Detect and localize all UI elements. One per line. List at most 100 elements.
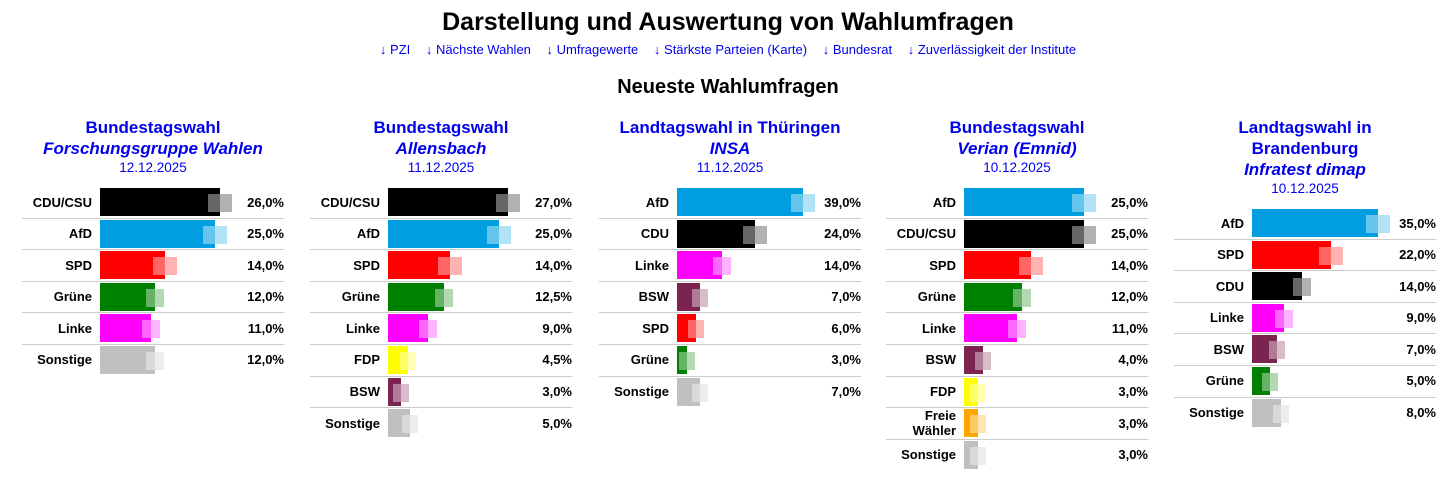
party-value: 9,0% xyxy=(1406,310,1436,326)
nav-link-naechste-wahlen[interactable]: ↓ Nächste Wahlen xyxy=(425,42,531,57)
party-row: SPD 14,0% xyxy=(310,250,572,282)
error-margin-inner xyxy=(438,257,451,276)
party-row: Sonstige 3,0% xyxy=(886,440,1148,472)
party-label: Grüne xyxy=(1205,373,1244,389)
party-bar xyxy=(388,251,451,280)
poll-results-table: CDU/CSU 26,0% AfD 25,0% SPD 14,0% Grüne 12,… xyxy=(22,187,284,377)
error-margin-outer xyxy=(428,320,437,339)
poll-election[interactable]: Landtagswahl in Brandenburg xyxy=(1238,118,1372,158)
party-label: Sonstige xyxy=(901,447,956,463)
error-margin-outer xyxy=(450,257,463,276)
party-label: CDU/CSU xyxy=(896,226,956,242)
party-value: 8,0% xyxy=(1406,405,1436,421)
party-bar xyxy=(1252,209,1378,237)
party-label: Linke xyxy=(346,320,380,336)
party-value: 25,0% xyxy=(535,226,572,242)
party-row: CDU/CSU 26,0% xyxy=(22,187,284,219)
party-bar xyxy=(1252,303,1285,332)
nav-link-zuverlaessigkeit[interactable]: ↓ Zuverlässigkeit der Institute xyxy=(907,42,1077,57)
party-row: AfD 25,0% xyxy=(886,187,1148,219)
party-label: SPD xyxy=(642,320,669,336)
error-margin-inner xyxy=(419,320,428,339)
party-row: Grüne 12,0% xyxy=(886,282,1148,314)
nav-link-pzi[interactable]: ↓ PZI xyxy=(379,42,411,57)
poll-election[interactable]: Bundestagswahl xyxy=(373,118,509,137)
error-margin-inner xyxy=(400,351,408,370)
party-label: SPD xyxy=(1217,247,1244,263)
party-bar xyxy=(1252,366,1270,395)
party-row: Freie Wähler 3,0% xyxy=(886,408,1148,440)
party-value: 27,0% xyxy=(535,194,572,210)
error-margin-outer xyxy=(164,257,177,276)
party-label: AfD xyxy=(645,194,669,210)
party-label: Freie Wähler xyxy=(912,408,956,439)
error-margin-inner xyxy=(1275,309,1285,328)
party-row: BSW 7,0% xyxy=(599,282,861,314)
party-label: CDU/CSU xyxy=(320,194,380,210)
party-label: BSW xyxy=(1213,341,1244,357)
error-margin-outer xyxy=(410,415,419,434)
party-label: Grüne xyxy=(630,352,669,368)
party-bar xyxy=(964,345,984,374)
poll-election[interactable]: Bundestagswahl xyxy=(949,118,1085,137)
party-bar xyxy=(388,282,444,311)
error-margin-inner xyxy=(1319,246,1332,265)
party-bar xyxy=(677,251,723,280)
error-margin-outer xyxy=(1021,288,1031,307)
poll-title[interactable]: Bundestagswahl Allensbach xyxy=(310,117,572,159)
party-row: BSW 3,0% xyxy=(310,377,572,409)
poll-institute[interactable]: Forschungsgruppe Wahlen xyxy=(43,139,263,158)
party-value: 4,0% xyxy=(1118,352,1148,368)
error-margin-inner xyxy=(1012,288,1022,307)
poll-election[interactable]: Landtagswahl in Thüringen xyxy=(619,118,841,137)
error-margin-outer xyxy=(401,383,410,402)
party-value: 3,0% xyxy=(1118,384,1148,400)
party-row: FDP 4,5% xyxy=(310,345,572,377)
party-value: 12,0% xyxy=(247,289,284,305)
party-bar xyxy=(100,282,156,311)
party-value: 11,0% xyxy=(1111,320,1148,336)
party-row: Linke 11,0% xyxy=(886,313,1148,345)
error-margin-inner xyxy=(1269,341,1278,360)
party-row: Grüne 12,5% xyxy=(310,282,572,314)
party-label: Linke xyxy=(1210,310,1244,326)
error-margin-outer xyxy=(150,320,160,339)
error-margin-outer xyxy=(1280,404,1289,423)
nav-link-bundesrat[interactable]: ↓ Bundesrat xyxy=(822,42,893,57)
poll-title[interactable]: Bundestagswahl Forschungsgruppe Wahlen xyxy=(22,117,284,159)
party-value: 14,0% xyxy=(247,257,284,273)
poll-title[interactable]: Landtagswahl in Thüringen INSA xyxy=(599,117,861,159)
party-bar xyxy=(1252,272,1303,301)
party-bar xyxy=(677,188,803,216)
party-label: Linke xyxy=(58,320,92,336)
error-margin-inner xyxy=(203,225,216,244)
nav-link-staerkste-parteien[interactable]: ↓ Stärkste Parteien (Karte) xyxy=(653,42,808,57)
nav-link-umfragewerte[interactable]: ↓ Umfragewerte xyxy=(546,42,639,57)
error-margin-inner xyxy=(393,383,402,402)
error-margin-inner xyxy=(434,288,444,307)
poll-institute[interactable]: Allensbach xyxy=(395,139,487,158)
party-bar xyxy=(677,282,700,311)
poll-title[interactable]: Landtagswahl in Brandenburg Infratest di… xyxy=(1215,117,1395,180)
error-margin-outer xyxy=(754,225,767,244)
error-margin-outer xyxy=(978,383,987,402)
poll-title[interactable]: Bundestagswahl Verian (Emnid) xyxy=(886,117,1148,159)
poll-results-table: AfD 35,0% SPD 22,0% CDU 14,0% Linke 9,0% BSW… xyxy=(1174,208,1436,429)
party-row: Linke 14,0% xyxy=(599,250,861,282)
party-value: 7,0% xyxy=(1406,341,1436,357)
error-margin-inner xyxy=(970,383,979,402)
poll-institute[interactable]: Verian (Emnid) xyxy=(957,139,1077,158)
error-margin-inner xyxy=(141,320,151,339)
poll-panel: Bundestagswahl Verian (Emnid) 10.12.2025… xyxy=(886,117,1148,471)
poll-institute[interactable]: Infratest dimap xyxy=(1244,160,1366,179)
poll-results-table: CDU/CSU 27,0% AfD 25,0% SPD 14,0% Grüne 12,… xyxy=(310,187,572,440)
party-label: BSW xyxy=(638,289,669,305)
error-margin-inner xyxy=(1366,215,1378,233)
error-margin-inner xyxy=(1272,404,1281,423)
poll-institute[interactable]: INSA xyxy=(709,139,751,158)
party-value: 35,0% xyxy=(1399,215,1436,231)
error-margin-outer xyxy=(1016,320,1026,339)
error-margin-inner xyxy=(691,288,700,307)
error-margin-inner xyxy=(678,351,687,370)
poll-election[interactable]: Bundestagswahl xyxy=(85,118,221,137)
